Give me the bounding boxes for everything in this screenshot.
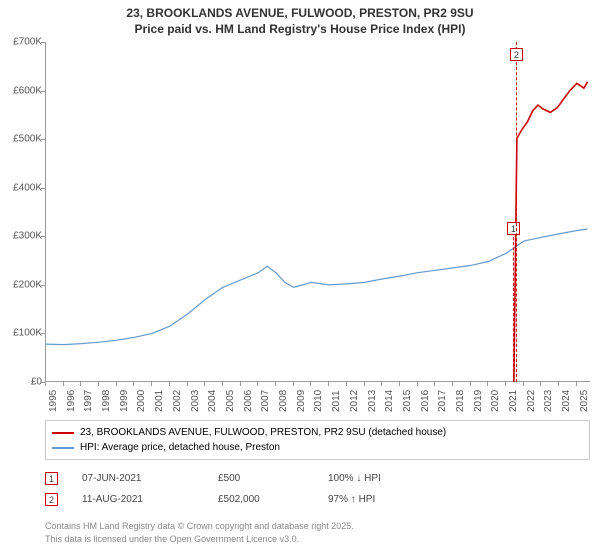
row-marker: 2 (45, 493, 58, 506)
row-price: £500 (218, 473, 328, 484)
title-line-1: 23, BROOKLANDS AVENUE, FULWOOD, PRESTON,… (0, 6, 600, 22)
series-line (514, 82, 588, 382)
x-axis-label: 2018 (455, 390, 466, 412)
x-axis-label: 2022 (526, 390, 537, 412)
x-axis-label: 2001 (154, 390, 165, 412)
x-axis-label: 2017 (437, 390, 448, 412)
x-axis-label: 1996 (66, 390, 77, 412)
x-axis-label: 2010 (313, 390, 324, 412)
x-axis-label: 1997 (83, 390, 94, 412)
table-row: 211-AUG-2021£502,00097% ↑ HPI (45, 489, 590, 510)
legend-label: HPI: Average price, detached house, Pres… (80, 442, 280, 453)
x-axis-label: 2021 (508, 390, 519, 412)
row-price: £502,000 (218, 494, 328, 505)
row-pct: 100% ↓ HPI (328, 473, 468, 484)
x-axis-label: 2002 (172, 390, 183, 412)
x-axis-label: 2013 (367, 390, 378, 412)
footer-line-1: Contains HM Land Registry data © Crown c… (45, 520, 354, 533)
y-axis-label: £600K (13, 85, 42, 96)
y-axis-label: £300K (13, 231, 42, 242)
legend: 23, BROOKLANDS AVENUE, FULWOOD, PRESTON,… (45, 420, 590, 460)
footer-attribution: Contains HM Land Registry data © Crown c… (45, 520, 354, 545)
x-axis-label: 2003 (190, 390, 201, 412)
transaction-table: 107-JUN-2021£500100% ↓ HPI211-AUG-2021£5… (45, 468, 590, 510)
y-axis-label: £400K (13, 182, 42, 193)
x-axis-label: 2016 (420, 390, 431, 412)
title-line-2: Price paid vs. HM Land Registry's House … (0, 22, 600, 38)
y-axis-label: £500K (13, 134, 42, 145)
row-marker: 1 (45, 472, 58, 485)
x-axis-label: 2014 (384, 390, 395, 412)
marker-badge: 1 (507, 222, 520, 235)
x-axis-label: 2024 (561, 390, 572, 412)
y-axis-label: £200K (13, 279, 42, 290)
y-axis-label: £700K (13, 37, 42, 48)
legend-swatch (52, 432, 74, 434)
table-row: 107-JUN-2021£500100% ↓ HPI (45, 468, 590, 489)
x-axis-label: 2007 (260, 390, 271, 412)
legend-label: 23, BROOKLANDS AVENUE, FULWOOD, PRESTON,… (80, 427, 446, 438)
y-axis-label: £100K (13, 328, 42, 339)
x-axis-label: 2005 (225, 390, 236, 412)
x-axis-label: 1995 (48, 390, 59, 412)
row-date: 07-JUN-2021 (58, 473, 218, 484)
legend-swatch (52, 447, 74, 449)
x-axis-label: 2011 (331, 390, 342, 412)
legend-item: 23, BROOKLANDS AVENUE, FULWOOD, PRESTON,… (52, 425, 583, 440)
row-date: 11-AUG-2021 (58, 494, 218, 505)
marker-line (513, 222, 514, 382)
x-axis-label: 1999 (119, 390, 130, 412)
x-axis-label: 2015 (402, 390, 413, 412)
chart-plot-area (45, 42, 590, 382)
x-axis-label: 2023 (543, 390, 554, 412)
x-axis-label: 2012 (349, 390, 360, 412)
x-axis-label: 2004 (207, 390, 218, 412)
x-axis-label: 1998 (101, 390, 112, 412)
marker-line (516, 42, 517, 382)
x-axis-label: 2006 (243, 390, 254, 412)
footer-line-2: This data is licensed under the Open Gov… (45, 533, 354, 546)
marker-badge: 2 (510, 48, 523, 61)
x-axis-label: 2019 (473, 390, 484, 412)
chart-svg (46, 42, 591, 382)
x-axis-label: 2000 (136, 390, 147, 412)
chart-title: 23, BROOKLANDS AVENUE, FULWOOD, PRESTON,… (0, 0, 600, 37)
series-line (46, 229, 588, 345)
x-axis-label: 2009 (296, 390, 307, 412)
legend-item: HPI: Average price, detached house, Pres… (52, 440, 583, 455)
x-axis-label: 2008 (278, 390, 289, 412)
x-axis-label: 2025 (579, 390, 590, 412)
x-axis-label: 2020 (490, 390, 501, 412)
row-pct: 97% ↑ HPI (328, 494, 468, 505)
